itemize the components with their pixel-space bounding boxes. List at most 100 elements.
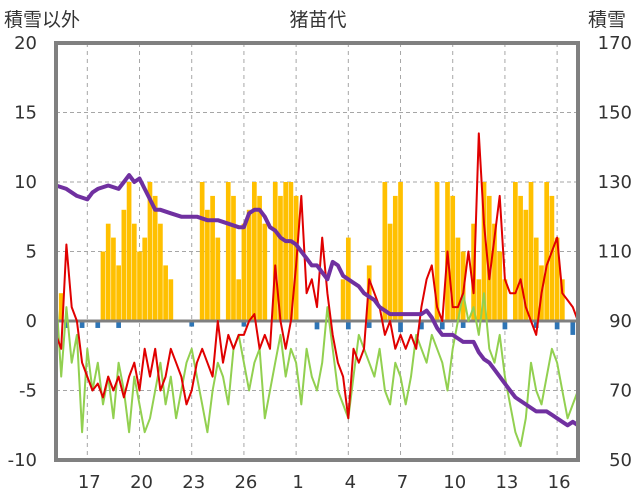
negative-bar-10: [419, 321, 424, 330]
precip-bar-24: [252, 182, 257, 321]
left-tick-5: 15: [14, 103, 37, 124]
precip-bar-25: [257, 195, 262, 321]
precip-bar-58: [549, 195, 555, 321]
right-tick-4: 130: [598, 172, 632, 193]
precip-bar-49: [497, 251, 503, 321]
right-tick-5: 150: [598, 103, 632, 124]
x-tick-7: 10: [443, 472, 466, 493]
precip-bar-57: [544, 182, 550, 321]
precip-bar-59: [554, 237, 560, 321]
precip-bar-38: [398, 182, 403, 321]
precip-bar-4: [116, 265, 121, 321]
x-tick-4: 1: [292, 472, 303, 493]
precip-bar-21: [236, 279, 242, 321]
precip-bar-41: [450, 195, 456, 321]
precip-bar-17: [210, 195, 215, 321]
left-tick-2: 0: [26, 311, 37, 332]
precip-bar-5: [121, 209, 127, 321]
precip-bar-9: [142, 237, 148, 321]
precip-bar-2: [105, 223, 111, 321]
x-tick-5: 4: [345, 472, 356, 493]
precip-bar-16: [205, 209, 210, 321]
negative-bar-14: [533, 321, 539, 328]
snow-depth-line: [55, 173, 580, 428]
precip-bar-39: [434, 182, 440, 321]
negative-bar-15: [554, 321, 560, 330]
precip-bar-47: [486, 195, 492, 321]
precip-bar-51: [513, 182, 518, 321]
precip-bar-10: [147, 182, 153, 321]
negative-bar-9: [398, 321, 403, 333]
x-tick-0: 17: [78, 472, 101, 493]
x-tick-1: 20: [130, 472, 153, 493]
precip-bar-34: [366, 265, 372, 321]
precipitation-bars: [58, 182, 565, 321]
right-tick-3: 110: [598, 242, 632, 263]
x-tick-labels: 17 20 23 26 1 4 7 10 13 16: [78, 472, 571, 493]
precip-bar-45: [476, 279, 482, 321]
left-axis-title: 積雪以外: [4, 9, 80, 31]
precip-bar-30: [288, 182, 294, 321]
left-tick-0: -10: [8, 450, 37, 471]
left-tick-6: 20: [14, 33, 37, 54]
right-tick-2: 90: [609, 311, 632, 332]
negative-bar-11: [439, 321, 445, 330]
negative-bar-1: [79, 321, 85, 328]
green-series-line: [55, 292, 579, 448]
negative-bar-4: [189, 321, 195, 327]
right-tick-0: 50: [609, 450, 632, 471]
negative-bar-12: [460, 321, 466, 328]
negative-bar-2: [95, 321, 101, 328]
x-tick-6: 7: [397, 472, 408, 493]
negative-bar-5: [241, 321, 247, 327]
x-tick-9: 16: [548, 472, 571, 493]
precip-bar-8: [137, 251, 142, 321]
precip-bar-52: [518, 195, 523, 321]
precip-bar-42: [455, 237, 461, 321]
negative-bar-6: [314, 321, 320, 330]
negative-bar-8: [366, 321, 372, 328]
precip-bar-28: [278, 195, 283, 321]
precip-bar-18: [215, 237, 221, 321]
precip-bar-29: [283, 182, 289, 321]
x-tick-2: 23: [182, 472, 205, 493]
negative-bar-3: [116, 321, 121, 328]
precip-bar-50: [502, 279, 508, 321]
precip-bar-53: [523, 209, 529, 321]
plot-frame: [54, 41, 580, 462]
precip-bar-48: [492, 223, 497, 321]
negative-bars: [64, 321, 576, 335]
precip-bar-0: [58, 293, 64, 321]
precip-bar-35: [382, 182, 388, 321]
negative-bar-13: [502, 321, 508, 330]
left-tick-1: -5: [19, 381, 37, 402]
precip-bar-36: [387, 223, 393, 321]
precip-bar-55: [533, 237, 539, 321]
left-tick-4: 10: [14, 172, 37, 193]
precip-bar-11: [152, 195, 158, 321]
right-tick-1: 70: [609, 381, 632, 402]
precip-bar-13: [163, 265, 168, 321]
right-axis-title: 積雪: [588, 9, 626, 31]
precip-bar-27: [272, 182, 278, 321]
precip-bar-1: [100, 251, 106, 321]
precip-bar-22: [241, 223, 247, 321]
precip-bar-54: [528, 182, 534, 321]
precip-bar-46: [481, 182, 487, 321]
precip-bar-23: [246, 209, 252, 321]
precip-bar-6: [126, 182, 132, 321]
x-tick-3: 26: [234, 472, 257, 493]
left-tick-3: 5: [26, 242, 37, 263]
negative-bar-0: [64, 321, 69, 328]
series-lines: [55, 132, 580, 448]
precip-bar-15: [199, 182, 205, 321]
right-tick-labels: 50 70 90 110 130 150 170: [598, 33, 632, 471]
precip-bar-7: [131, 223, 137, 321]
temperature-line: [55, 132, 579, 420]
precip-bar-14: [168, 279, 174, 321]
precip-bar-37: [392, 195, 398, 321]
precip-bar-32: [340, 279, 346, 321]
precip-bar-60: [559, 279, 565, 321]
x-tick-8: 13: [495, 472, 518, 493]
